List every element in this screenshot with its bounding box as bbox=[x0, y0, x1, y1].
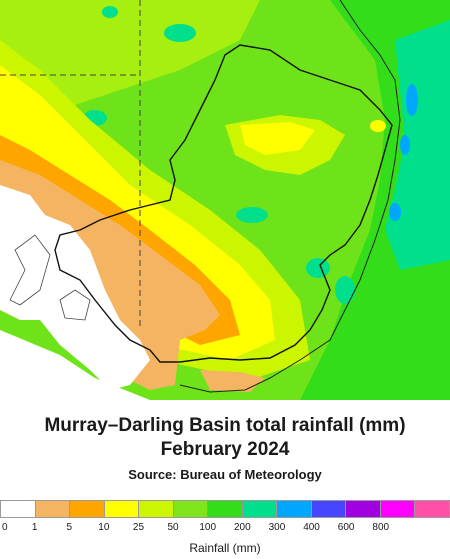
rainfall-zone-200-300-coast bbox=[385, 20, 450, 270]
basin-boundary bbox=[54, 44, 393, 363]
legend-swatch bbox=[277, 500, 312, 518]
rainfall-zone-25-50-north bbox=[0, 0, 260, 110]
legend-swatch bbox=[208, 500, 243, 518]
rainfall-zone-10-25-central bbox=[240, 122, 315, 155]
legend-swatch bbox=[311, 500, 347, 518]
peninsula-outline bbox=[9, 234, 51, 306]
legend-tick-label: 300 bbox=[268, 522, 286, 533]
source-note: Source: Bureau of Meteorology bbox=[128, 467, 322, 482]
island-outline bbox=[59, 289, 91, 321]
rainfall-map bbox=[0, 0, 450, 400]
legend-tick-label: 1 bbox=[31, 522, 38, 533]
rainfall-zone-0-1 bbox=[0, 185, 150, 390]
rainfall-zone-10-25-east bbox=[370, 120, 386, 132]
legend-swatch bbox=[139, 500, 174, 518]
coastline bbox=[179, 0, 401, 393]
rainfall-blob-3 bbox=[236, 207, 268, 223]
rainfall-zone-1-5 bbox=[0, 160, 220, 390]
legend-swatch bbox=[173, 500, 209, 518]
legend-tick-label: 50 bbox=[167, 522, 179, 533]
legend-tick-label: 10 bbox=[98, 522, 110, 533]
legend-tick-label: 800 bbox=[372, 522, 390, 533]
legend-tick-label: 25 bbox=[132, 522, 145, 533]
legend-tick-labels: 0 1 5 10 25 50 100 200 300 400 600 800 bbox=[0, 522, 450, 536]
legend-swatch bbox=[35, 500, 71, 518]
legend-swatch bbox=[346, 500, 381, 518]
rainfall-blob-4 bbox=[306, 258, 330, 278]
ocean-area bbox=[0, 330, 150, 400]
rainfall-zone-300-400-c bbox=[389, 203, 401, 221]
legend-tick-label: 0 bbox=[2, 522, 8, 533]
legend-label: Rainfall (mm) bbox=[189, 541, 261, 555]
legend-tick-label: 100 bbox=[199, 522, 217, 533]
legend-tick-label: 400 bbox=[303, 522, 320, 533]
rainfall-zone-300-400-a bbox=[406, 84, 418, 116]
legend-swatch bbox=[70, 500, 105, 518]
rainfall-zone-300-400-b bbox=[400, 135, 410, 155]
legend-swatch bbox=[380, 500, 416, 518]
legend-swatch bbox=[104, 500, 140, 518]
legend-tick-label: 600 bbox=[337, 522, 355, 533]
map-period: February 2024 bbox=[160, 439, 290, 460]
legend-swatch bbox=[242, 500, 278, 518]
map-title: Murray–Darling Basin total rainfall (mm) bbox=[44, 415, 406, 436]
rainfall-map-graphic bbox=[0, 0, 450, 400]
rainfall-blob-7 bbox=[102, 6, 118, 18]
legend-swatch bbox=[415, 500, 450, 518]
rainfall-blob-2 bbox=[164, 24, 196, 42]
legend-swatch bbox=[0, 500, 36, 518]
rainfall-blob-5 bbox=[335, 276, 355, 304]
legend-tick-label: 200 bbox=[233, 522, 251, 533]
legend-tick-label: 5 bbox=[66, 522, 72, 533]
rainfall-zone-1-5-coast bbox=[200, 370, 265, 392]
legend-color-bar bbox=[0, 500, 450, 518]
